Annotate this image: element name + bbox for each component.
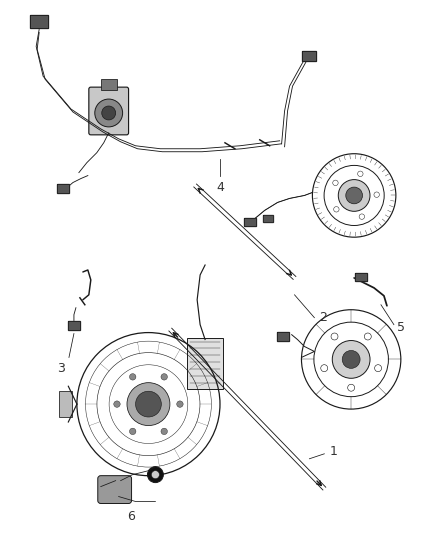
Polygon shape	[277, 333, 289, 341]
Polygon shape	[57, 184, 69, 192]
Circle shape	[374, 365, 381, 372]
Circle shape	[136, 391, 161, 417]
Polygon shape	[355, 273, 367, 281]
Bar	[59, 391, 72, 417]
Circle shape	[359, 214, 364, 220]
Circle shape	[338, 180, 370, 211]
Bar	[101, 79, 117, 90]
Circle shape	[348, 384, 355, 391]
Polygon shape	[68, 321, 80, 330]
Circle shape	[332, 341, 370, 378]
Polygon shape	[303, 52, 316, 61]
Circle shape	[127, 383, 170, 425]
Circle shape	[374, 192, 379, 197]
Polygon shape	[244, 218, 256, 227]
Circle shape	[342, 351, 360, 368]
Circle shape	[161, 374, 167, 380]
Circle shape	[102, 106, 116, 120]
Text: 6: 6	[127, 511, 134, 523]
Circle shape	[152, 471, 159, 479]
Circle shape	[95, 99, 123, 127]
Circle shape	[364, 333, 371, 340]
Circle shape	[321, 365, 328, 372]
Text: 5: 5	[397, 321, 405, 334]
Circle shape	[161, 428, 167, 434]
Circle shape	[177, 401, 183, 407]
Circle shape	[148, 467, 163, 482]
Text: 2: 2	[319, 311, 327, 324]
Bar	[187, 337, 223, 389]
Polygon shape	[30, 15, 48, 28]
Circle shape	[358, 171, 363, 176]
Circle shape	[130, 374, 136, 380]
Circle shape	[114, 401, 120, 407]
Text: 4: 4	[216, 181, 224, 193]
Text: 3: 3	[57, 362, 65, 375]
Text: 1: 1	[329, 445, 337, 458]
Polygon shape	[263, 215, 273, 222]
Circle shape	[346, 187, 363, 204]
Circle shape	[333, 180, 338, 185]
Circle shape	[334, 207, 339, 212]
FancyBboxPatch shape	[89, 87, 129, 135]
FancyBboxPatch shape	[98, 475, 131, 504]
Circle shape	[130, 428, 136, 434]
Circle shape	[331, 333, 338, 340]
